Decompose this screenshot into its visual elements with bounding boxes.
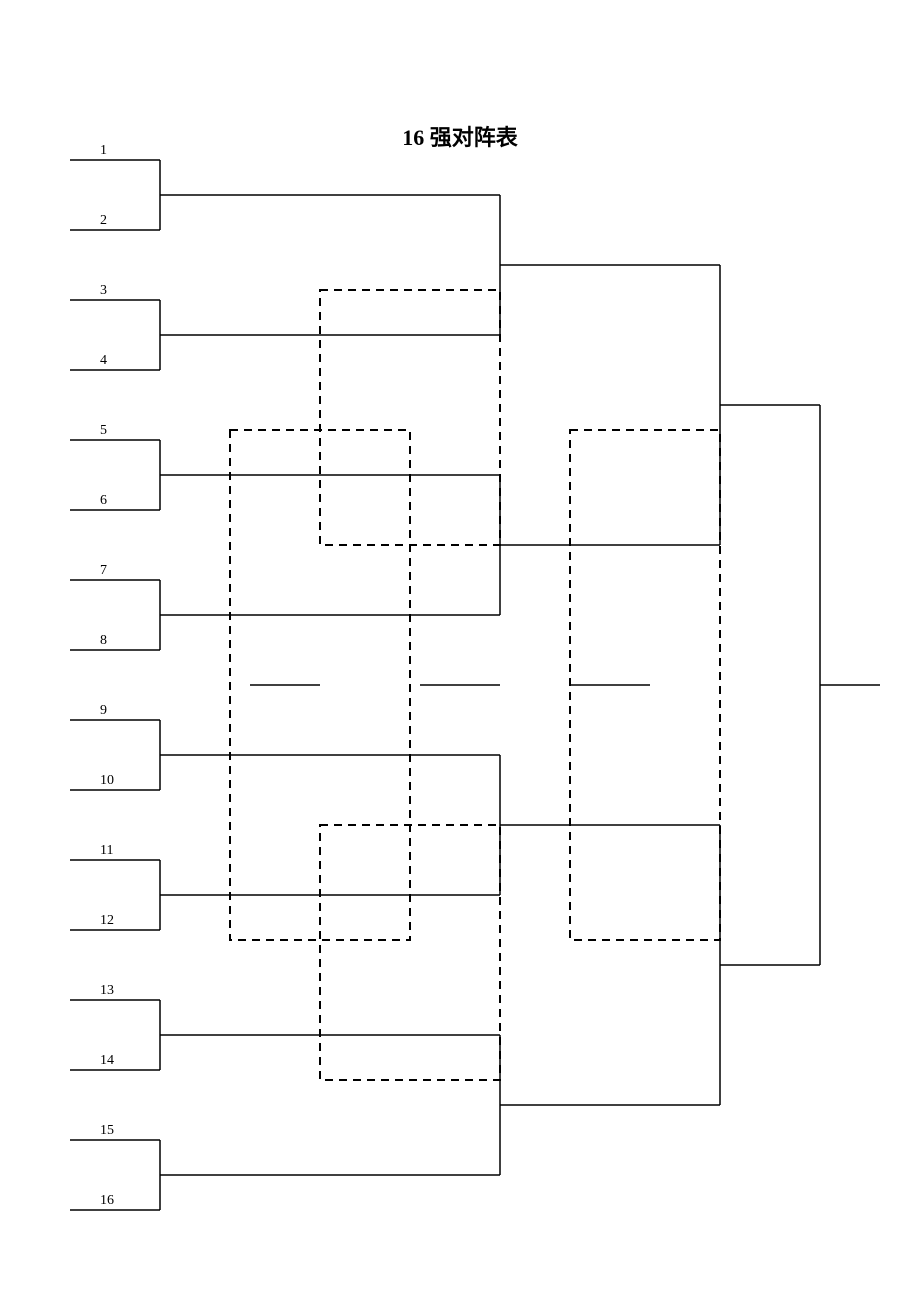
- seed-1-label: 1: [100, 143, 107, 159]
- seed-4-label: 4: [100, 353, 107, 369]
- seed-14-label: 14: [100, 1053, 114, 1069]
- seed-6-label: 6: [100, 493, 107, 509]
- seed-7-label: 7: [100, 563, 107, 579]
- seed-11-label: 11: [100, 843, 113, 859]
- seed-9-label: 9: [100, 703, 107, 719]
- seed-13-label: 13: [100, 983, 114, 999]
- seed-16-label: 16: [100, 1193, 114, 1209]
- seed-10-label: 10: [100, 773, 114, 789]
- seed-8-label: 8: [100, 633, 107, 649]
- bracket-diagram: [0, 0, 920, 1302]
- seed-12-label: 12: [100, 913, 114, 929]
- seed-3-label: 3: [100, 283, 107, 299]
- seed-5-label: 5: [100, 423, 107, 439]
- seed-15-label: 15: [100, 1123, 114, 1139]
- seed-2-label: 2: [100, 213, 107, 229]
- bracket-page: 16 强对阵表 12345678910111213141516: [0, 0, 920, 1302]
